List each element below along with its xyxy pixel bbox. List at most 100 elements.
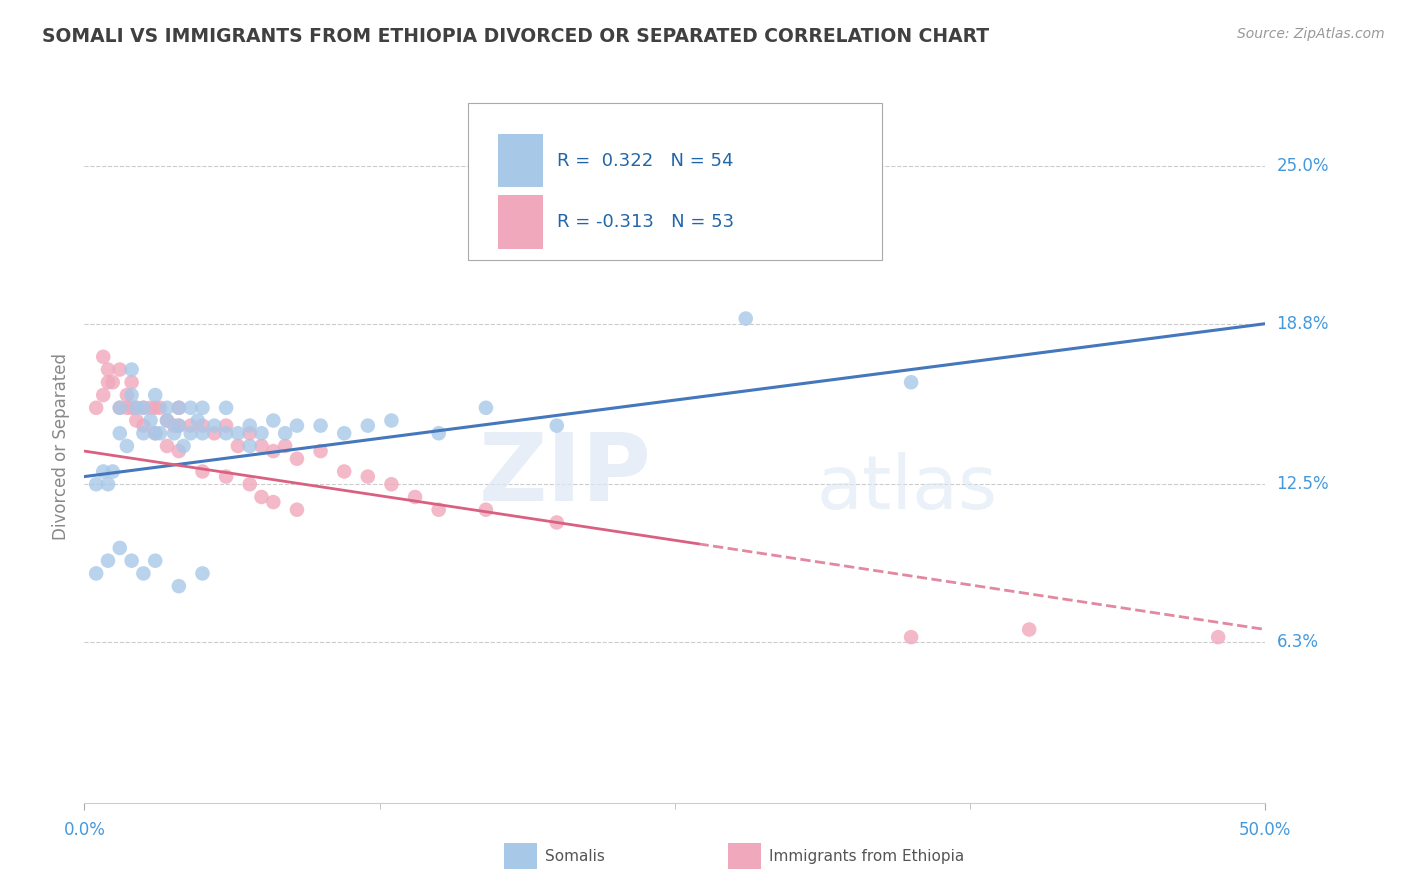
Point xyxy=(173,439,195,453)
Point xyxy=(250,490,273,504)
Point xyxy=(167,401,190,415)
Point xyxy=(427,502,450,516)
Point xyxy=(546,418,568,433)
Text: 12.5%: 12.5% xyxy=(1277,475,1329,493)
Point xyxy=(121,362,143,376)
Point xyxy=(357,469,380,483)
Point xyxy=(132,426,155,441)
Point xyxy=(1206,630,1229,644)
Point xyxy=(108,426,131,441)
Point xyxy=(357,418,380,433)
Point xyxy=(97,362,120,376)
Point xyxy=(101,465,124,479)
Text: Immigrants from Ethiopia: Immigrants from Ethiopia xyxy=(769,849,965,863)
Point xyxy=(97,477,120,491)
Point xyxy=(91,388,114,402)
Point xyxy=(84,401,107,415)
Point xyxy=(285,451,308,466)
Point xyxy=(900,376,922,390)
Point xyxy=(180,418,202,433)
Point xyxy=(132,418,155,433)
Point xyxy=(333,426,356,441)
Text: Somalis: Somalis xyxy=(546,849,605,863)
Point xyxy=(191,418,214,433)
Text: 18.8%: 18.8% xyxy=(1277,315,1329,333)
Point xyxy=(125,413,148,427)
Point xyxy=(380,413,402,427)
Point xyxy=(333,465,356,479)
Point xyxy=(202,418,225,433)
Point xyxy=(125,401,148,415)
Y-axis label: Divorced or Separated: Divorced or Separated xyxy=(52,352,70,540)
Point xyxy=(250,426,273,441)
Point xyxy=(167,444,190,458)
Point xyxy=(250,439,273,453)
Point xyxy=(1018,623,1040,637)
Point xyxy=(285,418,308,433)
Point xyxy=(167,418,190,433)
Point xyxy=(274,439,297,453)
Point xyxy=(143,554,166,568)
Text: SOMALI VS IMMIGRANTS FROM ETHIOPIA DIVORCED OR SEPARATED CORRELATION CHART: SOMALI VS IMMIGRANTS FROM ETHIOPIA DIVOR… xyxy=(42,27,990,45)
Point xyxy=(215,401,238,415)
Text: 6.3%: 6.3% xyxy=(1277,633,1319,651)
Point xyxy=(132,566,155,581)
Point xyxy=(239,477,262,491)
Point xyxy=(121,401,143,415)
Text: R = -0.313   N = 53: R = -0.313 N = 53 xyxy=(557,213,734,231)
Point xyxy=(156,439,179,453)
Point xyxy=(149,401,172,415)
Point xyxy=(115,439,138,453)
Point xyxy=(163,426,186,441)
Point xyxy=(156,413,179,427)
Point xyxy=(125,401,148,415)
Point xyxy=(191,465,214,479)
Point xyxy=(121,388,143,402)
Point xyxy=(121,554,143,568)
Point xyxy=(108,541,131,555)
Text: Source: ZipAtlas.com: Source: ZipAtlas.com xyxy=(1237,27,1385,41)
Point xyxy=(191,566,214,581)
Point xyxy=(84,477,107,491)
Point xyxy=(215,426,238,441)
Point xyxy=(121,376,143,390)
Point xyxy=(108,401,131,415)
Point xyxy=(101,376,124,390)
Point xyxy=(149,426,172,441)
Point xyxy=(262,444,284,458)
Point xyxy=(91,350,114,364)
Point xyxy=(475,502,498,516)
Point xyxy=(900,630,922,644)
Point xyxy=(143,426,166,441)
Bar xyxy=(498,195,543,249)
Point xyxy=(167,579,190,593)
Point xyxy=(262,495,284,509)
Point xyxy=(167,401,190,415)
Bar xyxy=(728,844,761,869)
Point xyxy=(285,502,308,516)
Point xyxy=(143,388,166,402)
Point xyxy=(108,362,131,376)
Point xyxy=(132,401,155,415)
Point xyxy=(91,465,114,479)
Text: atlas: atlas xyxy=(817,452,998,525)
Point xyxy=(143,401,166,415)
Point xyxy=(143,426,166,441)
Point xyxy=(734,311,756,326)
Point xyxy=(156,413,179,427)
Point xyxy=(239,418,262,433)
Point xyxy=(191,401,214,415)
Point xyxy=(226,426,249,441)
Point xyxy=(215,469,238,483)
Point xyxy=(115,388,138,402)
Point xyxy=(84,566,107,581)
Point xyxy=(475,401,498,415)
Point xyxy=(239,426,262,441)
Point xyxy=(262,413,284,427)
Point xyxy=(274,426,297,441)
Point xyxy=(115,401,138,415)
Text: 25.0%: 25.0% xyxy=(1277,157,1329,175)
Point xyxy=(139,401,162,415)
Text: ZIP: ZIP xyxy=(478,428,651,521)
Point xyxy=(163,418,186,433)
